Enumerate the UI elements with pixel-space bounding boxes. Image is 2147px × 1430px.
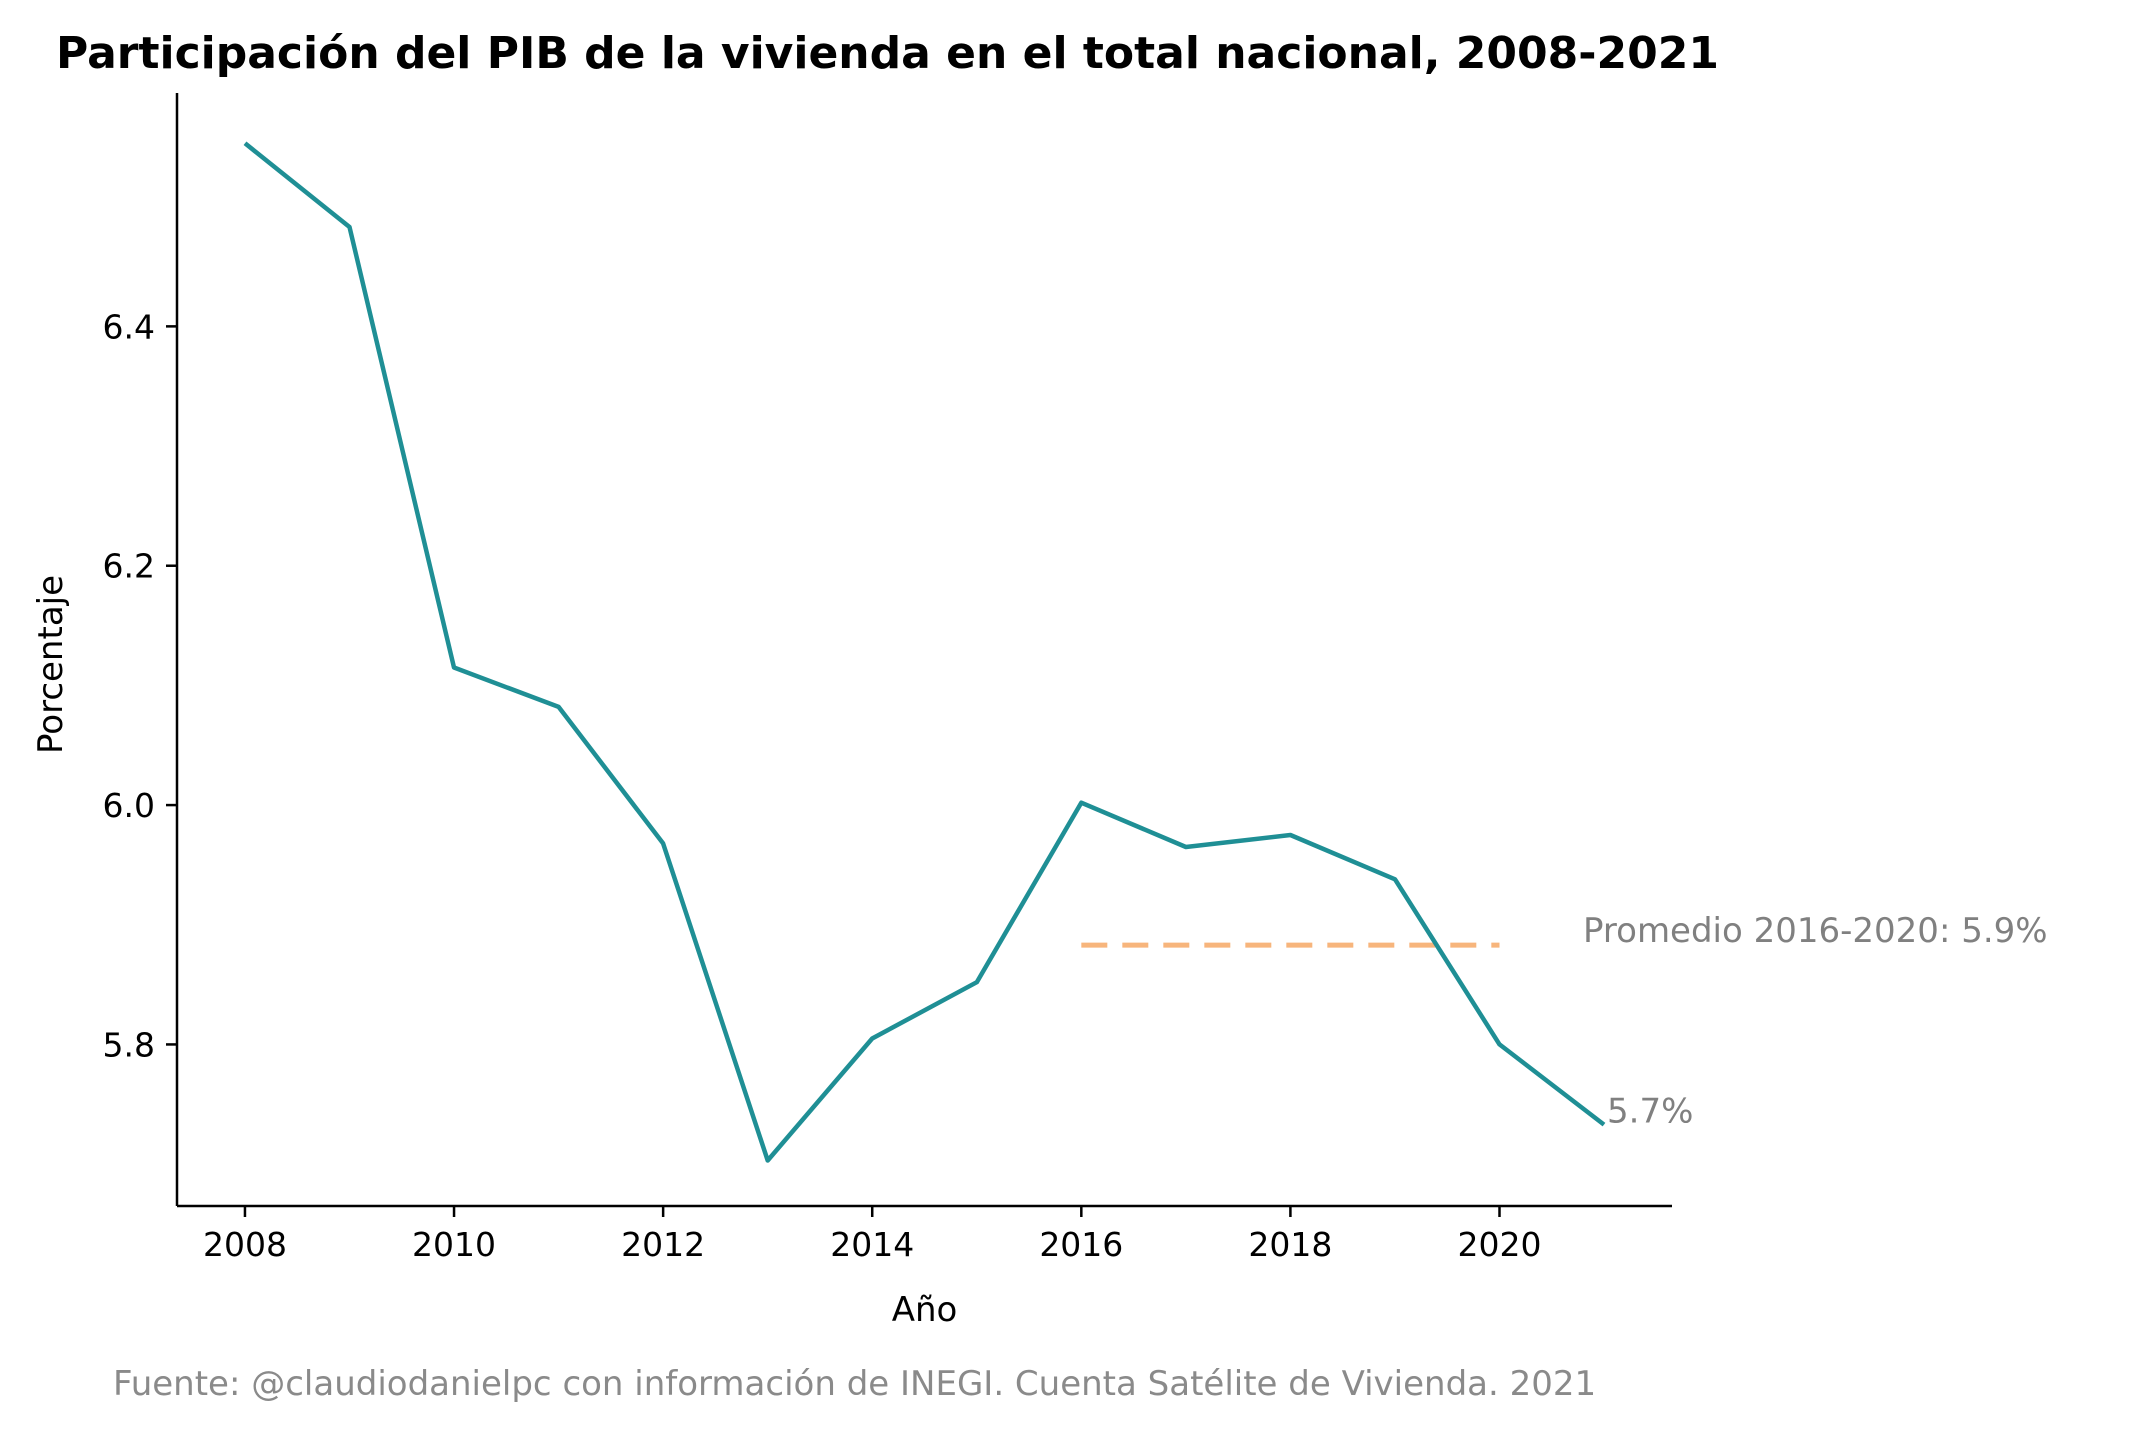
plot-area: 5.8 6.0 6.2 6.4 2008 2010 2012 2014 2016 2018 202… xyxy=(103,93,2048,1264)
x-axis-label: Año xyxy=(892,1290,958,1330)
series-line xyxy=(243,141,1606,1163)
y-tick-label: 6.0 xyxy=(103,786,155,825)
x-tick-label: 2012 xyxy=(621,1225,705,1264)
chart-title: Participación del PIB de la vivienda en … xyxy=(56,28,1719,79)
source-note: Fuente: @claudiodanielpc con información… xyxy=(113,1364,1596,1404)
x-tick-label: 2010 xyxy=(412,1225,496,1264)
y-tick-label: 6.4 xyxy=(103,307,155,346)
x-tick-label: 2018 xyxy=(1248,1225,1332,1264)
x-tick-label: 2014 xyxy=(830,1225,914,1264)
x-tick-label: 2016 xyxy=(1039,1225,1123,1264)
x-ticks: 2008 2010 2012 2014 2016 2018 2020 xyxy=(203,1206,1542,1264)
y-ticks: 5.8 6.0 6.2 6.4 xyxy=(103,307,177,1064)
x-tick-label: 2020 xyxy=(1458,1225,1542,1264)
y-axis-label: Porcentaje xyxy=(31,575,71,754)
average-label: Promedio 2016-2020: 5.9% xyxy=(1583,911,2048,951)
y-tick-label: 5.8 xyxy=(103,1025,155,1064)
series-points xyxy=(244,143,1605,1161)
x-tick-label: 2008 xyxy=(203,1225,287,1264)
y-tick-label: 6.2 xyxy=(103,547,155,586)
end-value-label: 5.7% xyxy=(1607,1092,1693,1132)
